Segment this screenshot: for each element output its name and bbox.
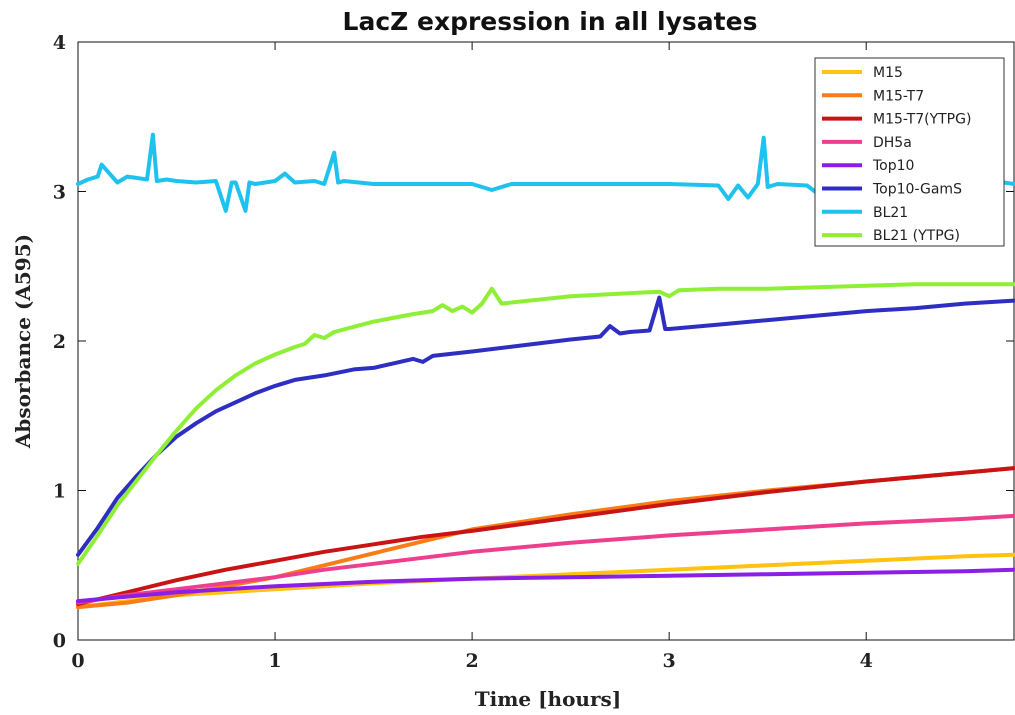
legend-label: M15-T7(YTPG) xyxy=(873,112,971,128)
legend-label: M15-T7 xyxy=(873,88,924,104)
y-tick-label: 1 xyxy=(53,481,66,503)
series-line-bl21 xyxy=(76,132,1015,213)
legend-label: BL21 (YTPG) xyxy=(873,228,960,244)
y-tick-label: 0 xyxy=(53,630,66,652)
y-tick-label: 3 xyxy=(53,182,66,204)
series-line-dh5a xyxy=(76,513,1015,605)
x-tick-label: 4 xyxy=(860,650,873,672)
series-line-top10-gams xyxy=(76,295,1015,557)
x-tick-label: 3 xyxy=(663,650,676,672)
y-tick-label: 4 xyxy=(53,32,66,54)
series-layer xyxy=(76,132,1015,610)
legend-label: Top10 xyxy=(872,158,914,174)
legend-label: BL21 xyxy=(873,205,908,221)
legend-label: Top10-GamS xyxy=(872,182,962,198)
legend-items: M15 M15-T7 M15-T7(YTPG) DH5a Top10 Top10-GamS… xyxy=(822,65,971,244)
series-line-top10 xyxy=(76,567,1015,604)
x-tick-label: 2 xyxy=(465,650,478,672)
legend-label: DH5a xyxy=(873,135,912,151)
x-tick-label: 1 xyxy=(268,650,281,672)
x-tick-label: 0 xyxy=(71,650,84,672)
series-line-bl21-ytpg xyxy=(76,282,1015,566)
legend-label: M15 xyxy=(873,65,903,81)
x-axis-label: Time [hours] xyxy=(475,687,621,711)
chart-title: LacZ expression in all lysates xyxy=(343,7,758,36)
legend-box xyxy=(814,57,1005,247)
y-tick-label: 2 xyxy=(53,331,66,353)
series-line-m15-t7-ytpg xyxy=(76,466,1015,607)
y-axis-label: Absorbance (A595) xyxy=(11,234,35,449)
ticks-layer: 0 1 2 3 4 0 1 2 3 4 xyxy=(53,32,1014,672)
legend: M15 M15-T7 M15-T7(YTPG) DH5a Top10 Top10-GamS… xyxy=(814,57,1005,247)
